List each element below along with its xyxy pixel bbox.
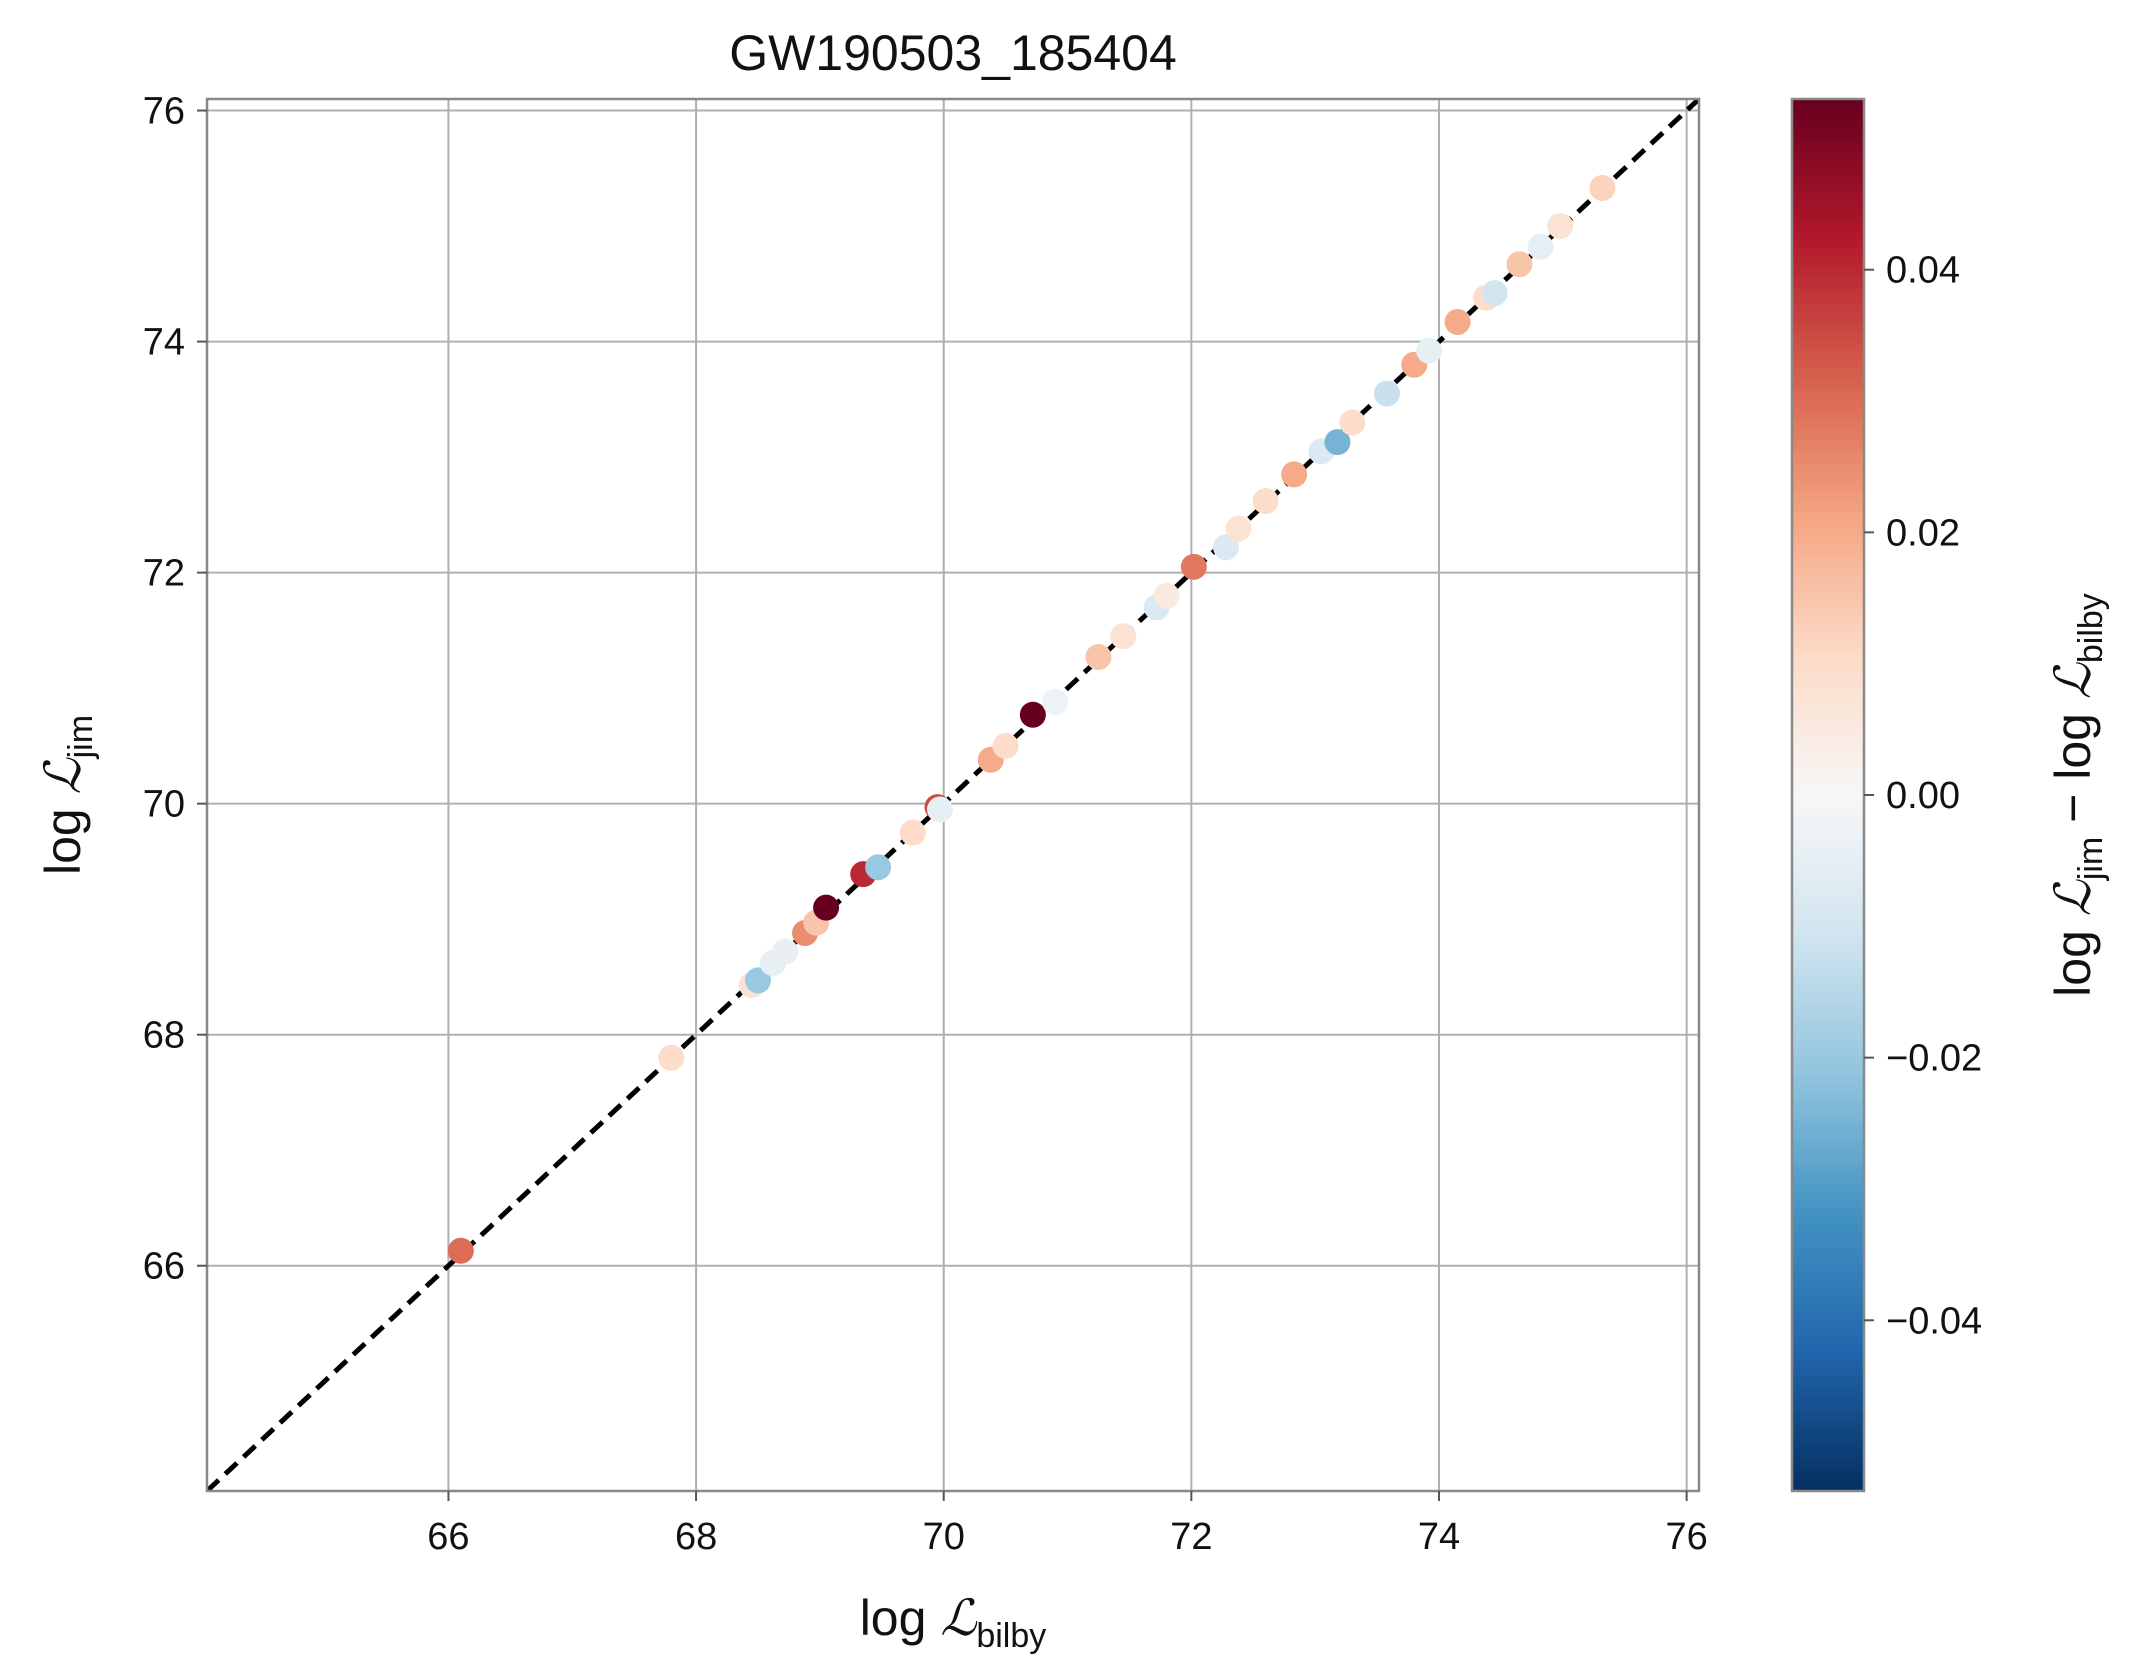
grid [207, 99, 1699, 1491]
scatter-point [1481, 280, 1508, 307]
scatter-point [1339, 409, 1366, 436]
scatter-point [1416, 337, 1443, 364]
x-axis-label-prefix: log [860, 1590, 941, 1646]
y-ticks: 66 68 70 72 74 76 [143, 91, 207, 1288]
scatter-point [1506, 251, 1533, 278]
scatter-point [992, 732, 1019, 759]
colorbar-tick-label: 0.04 [1886, 250, 1960, 292]
scatter-point [813, 894, 840, 921]
plot-frame [205, 97, 1701, 1493]
x-tick-label: 68 [675, 1516, 717, 1558]
x-tick-label: 74 [1418, 1516, 1460, 1558]
colorbar-tick-label: −0.02 [1886, 1038, 1982, 1080]
colorbar-label-a-prefix: log [2045, 916, 2101, 997]
colorbar-tick-label: 0.00 [1886, 775, 1960, 817]
scatter-point [1527, 233, 1554, 260]
chart-title: GW190503_185404 [729, 25, 1177, 81]
colorbar-label-minus: − [2045, 780, 2101, 837]
scatter-point [1444, 308, 1471, 335]
x-axis-label-sub: bilby [976, 1617, 1046, 1655]
scatter-point [1225, 515, 1252, 542]
y-axis-label-sub: jim [62, 715, 100, 759]
points-group [447, 174, 1616, 1264]
scatter-point [1373, 380, 1400, 407]
colorbar-label-b-sub: bilby [2072, 593, 2110, 663]
colorbar-label-b-symbol: ℒ [2044, 662, 2102, 699]
y-axis-label-symbol: ℒ [34, 757, 92, 794]
y-tick-label: 72 [143, 553, 185, 595]
scatter-point [1153, 582, 1180, 609]
y-tick-label: 68 [143, 1015, 185, 1057]
x-tick-label: 76 [1665, 1516, 1707, 1558]
scatter-point [1180, 553, 1207, 580]
scatter-point [772, 938, 799, 965]
scatter-point [1547, 213, 1574, 240]
y-tick-label: 70 [143, 784, 185, 826]
x-tick-label: 70 [923, 1516, 965, 1558]
x-axis-label: log ℒbilby [860, 1589, 1047, 1655]
scatter-point [1589, 174, 1616, 201]
colorbar-ticks: −0.04 −0.02 0.00 0.02 0.04 [1864, 250, 1982, 1342]
scatter-point [1324, 429, 1351, 456]
scatter-point [926, 796, 953, 823]
y-tick-label: 74 [143, 322, 185, 364]
colorbar-label-a-symbol: ℒ [2044, 879, 2102, 916]
scatter-point [744, 967, 771, 994]
y-tick-label: 66 [143, 1246, 185, 1288]
scatter-point [865, 854, 892, 881]
scatter-point [1281, 461, 1308, 488]
scatter-point [1252, 488, 1279, 515]
scatter-point [658, 1044, 685, 1071]
scatter-point [447, 1237, 474, 1264]
y-tick-label: 76 [143, 91, 185, 133]
colorbar-label-b-prefix: log [2045, 699, 2101, 780]
x-axis-label-symbol: ℒ [940, 1589, 977, 1647]
colorbar-tick-label: 0.02 [1886, 512, 1960, 554]
x-tick-label: 66 [427, 1516, 469, 1558]
x-tick-label: 72 [1170, 1516, 1212, 1558]
scatter-point [899, 819, 926, 846]
scatter-point [1213, 534, 1240, 561]
colorbar [1790, 97, 1866, 1493]
scatter-point [1110, 623, 1137, 650]
colorbar-tick-label: −0.04 [1886, 1300, 1982, 1342]
y-axis-label-prefix: log [35, 794, 91, 875]
x-ticks: 66 68 70 72 74 76 [427, 1491, 1708, 1558]
colorbar-label: log ℒjim − log ℒbilby [2044, 593, 2110, 997]
y-axis-label: log ℒjim [34, 715, 100, 875]
scatter-point [1019, 701, 1046, 728]
scatter-point [1042, 689, 1069, 716]
scatter-point [1085, 643, 1112, 670]
colorbar-label-a-sub: jim [2072, 837, 2110, 881]
